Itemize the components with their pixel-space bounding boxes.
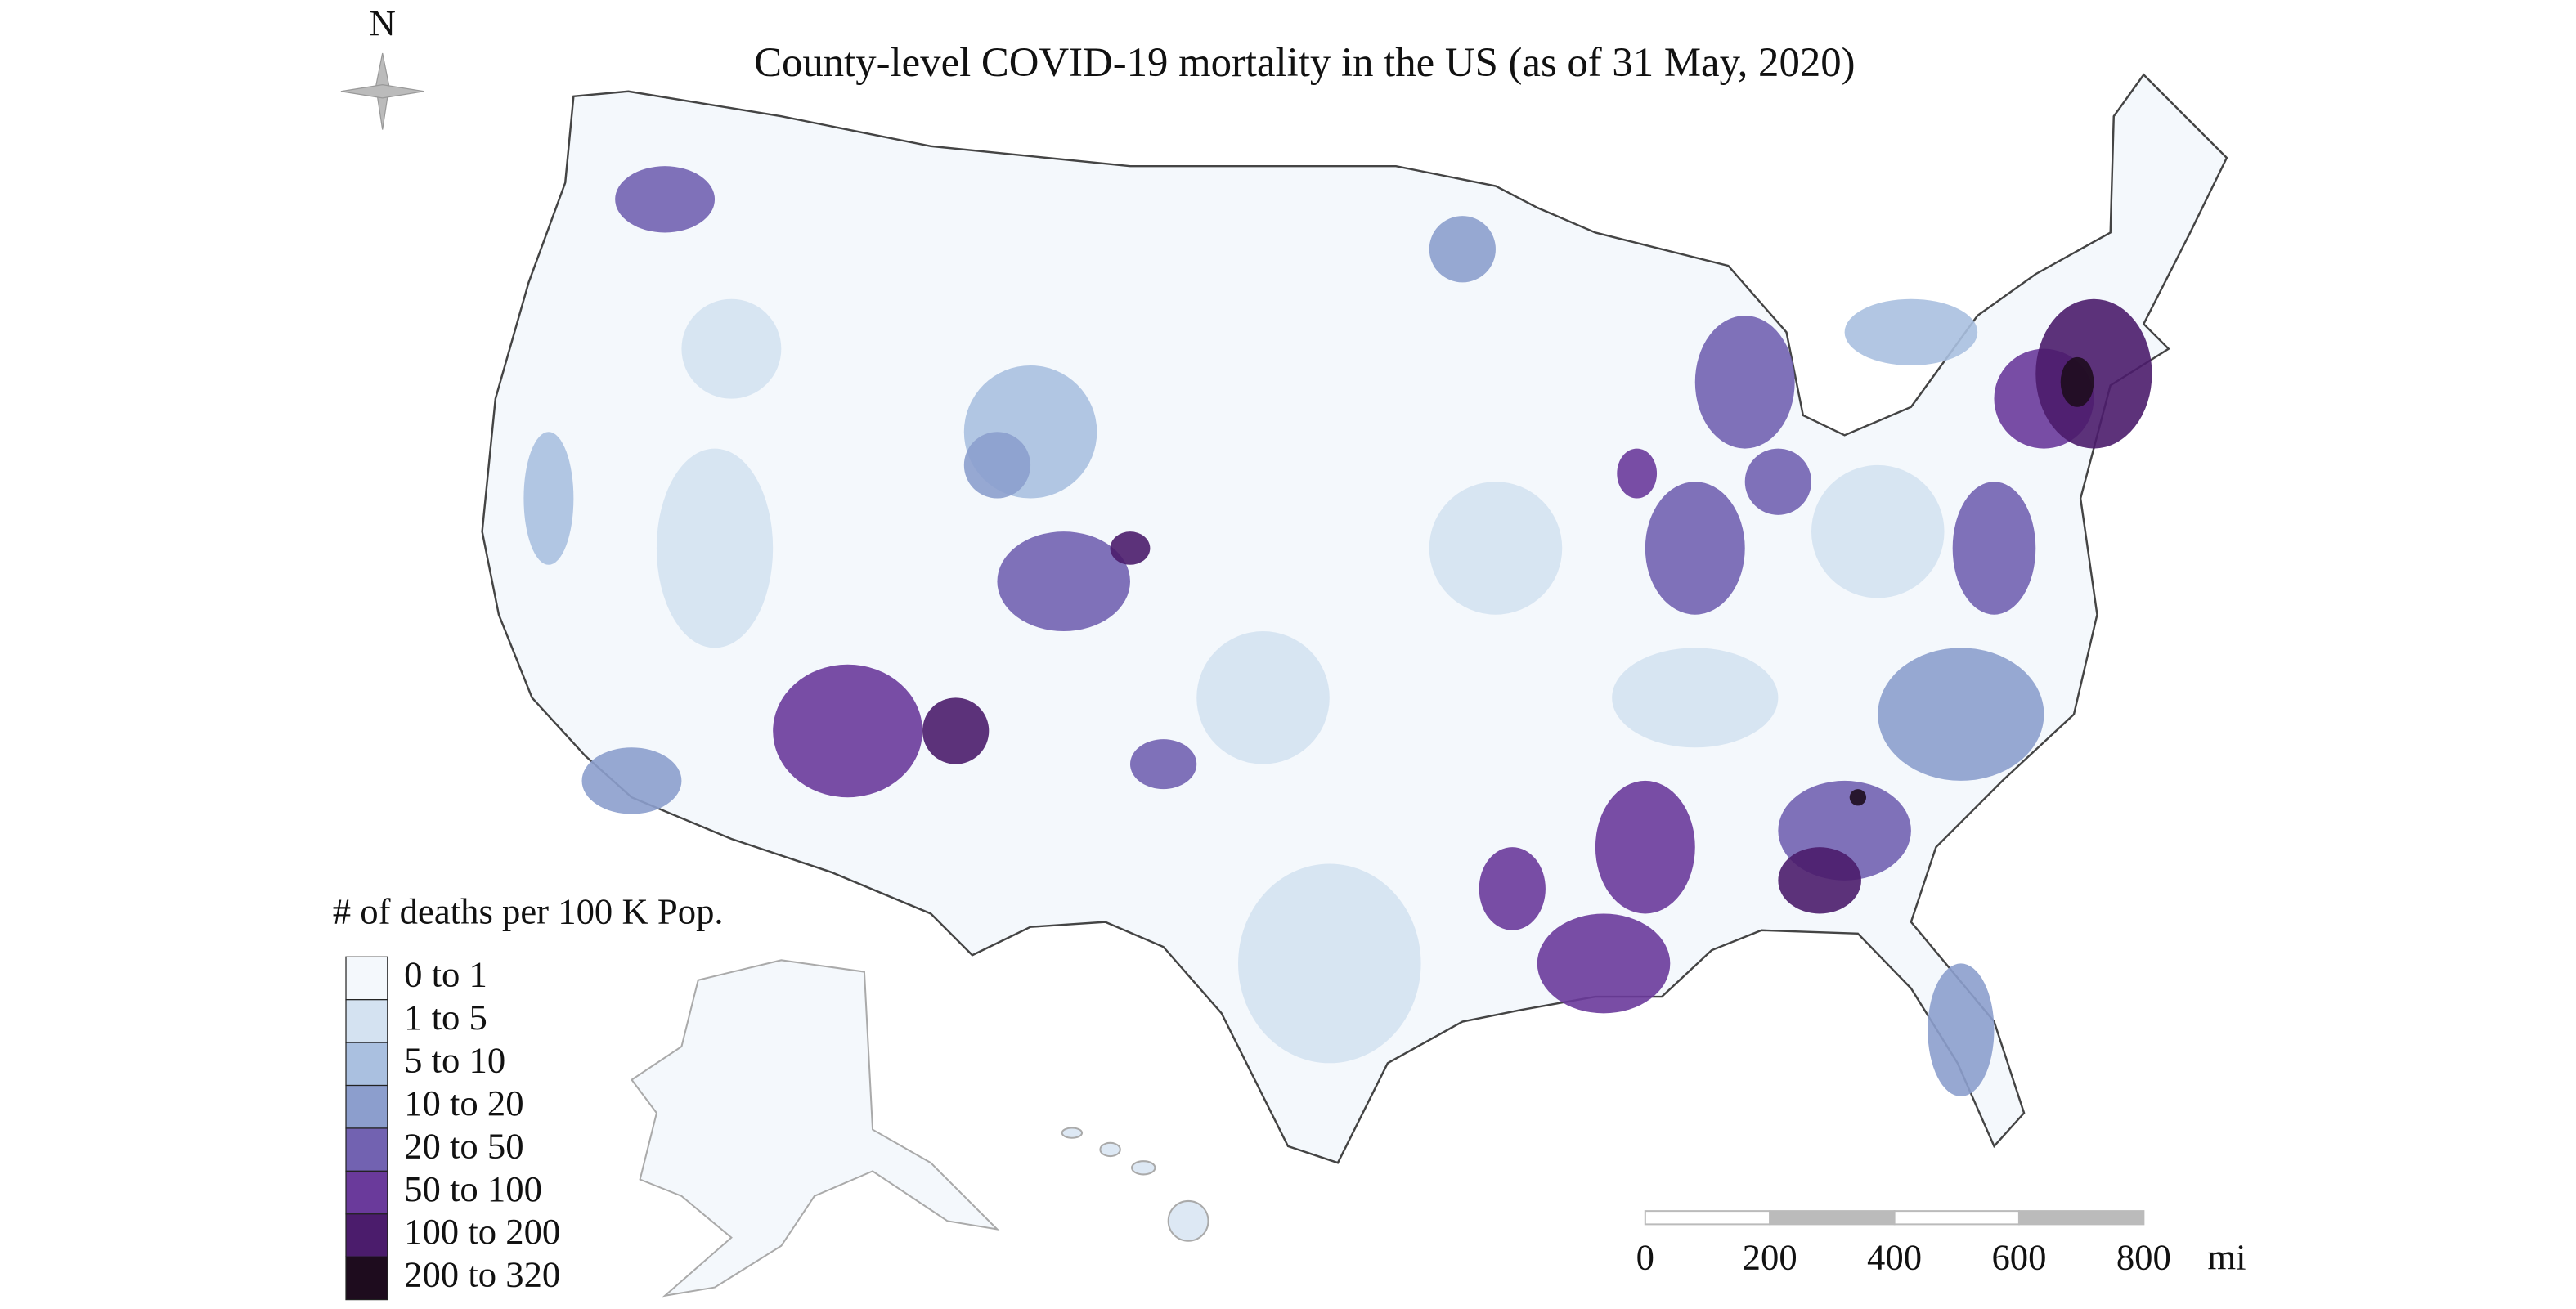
hawaii-island: [1099, 1141, 1121, 1158]
county-cluster: [1429, 482, 1563, 615]
legend-label: 10 to 20: [404, 1083, 523, 1123]
legend-swatch: [345, 1256, 388, 1301]
county-clusters: [523, 166, 2152, 1096]
county-cluster: [1595, 780, 1695, 914]
scale-segment: [2017, 1210, 2145, 1226]
county-cluster: [1844, 298, 1978, 365]
legend-label: 0 to 1: [404, 954, 487, 995]
county-cluster: [523, 432, 574, 565]
county-cluster: [1778, 847, 1861, 914]
county-cluster: [1849, 789, 1867, 806]
scale-label: 200: [1743, 1236, 1797, 1277]
county-cluster: [1196, 631, 1330, 764]
county-cluster: [2035, 298, 2152, 449]
scale-segment: [1644, 1210, 1771, 1226]
compass-rose: [340, 52, 424, 130]
alaska: [631, 959, 1000, 1298]
legend-swatch: [345, 1170, 388, 1215]
county-cluster: [1110, 531, 1151, 565]
legend-label: 5 to 10: [404, 1040, 505, 1081]
scale-unit: mi: [2207, 1236, 2246, 1277]
county-cluster: [1694, 316, 1795, 449]
legend-label: 50 to 100: [404, 1168, 542, 1209]
legend-title: # of deaths per 100 K Pop.: [333, 891, 724, 932]
county-cluster: [1617, 448, 1658, 499]
legend-label: 1 to 5: [404, 997, 487, 1038]
scale-bar: 0 200 400 600 800 mi: [1636, 1210, 2246, 1277]
county-cluster: [1952, 482, 2036, 615]
scale-label: 600: [1991, 1236, 2046, 1277]
scale-segment: [1893, 1210, 2020, 1226]
county-cluster: [2060, 356, 2094, 407]
legend: # of deaths per 100 K Pop. 0 to 11 to 55…: [333, 891, 724, 1301]
legend-swatch: [345, 1084, 388, 1129]
compass-label: N: [370, 2, 396, 43]
hawaii-island: [1167, 1199, 1209, 1242]
scale-label: 400: [1867, 1236, 1922, 1277]
county-cluster: [922, 697, 990, 764]
county-cluster: [1878, 648, 2044, 781]
county-cluster: [1238, 863, 1421, 1064]
compass-needle: [340, 84, 424, 99]
county-cluster: [1537, 913, 1671, 1014]
county-cluster: [681, 298, 782, 399]
county-cluster: [963, 432, 1031, 499]
scale-label: 0: [1636, 1236, 1654, 1277]
legend-label: 20 to 50: [404, 1125, 523, 1166]
legend-label: 200 to 320: [404, 1254, 560, 1295]
legend-swatch: [345, 1042, 388, 1087]
county-cluster: [1811, 464, 1945, 598]
county-cluster: [1129, 739, 1197, 790]
county-cluster: [1744, 448, 1811, 515]
scale-label: 800: [2116, 1236, 2171, 1277]
legend-label: 100 to 200: [404, 1211, 560, 1252]
county-cluster: [581, 747, 682, 814]
legend-swatch: [345, 1127, 388, 1172]
legend-swatch: [345, 999, 388, 1043]
county-cluster: [1928, 963, 1995, 1096]
county-cluster: [656, 448, 774, 648]
county-cluster: [997, 531, 1130, 632]
legend-swatch: [345, 1213, 388, 1257]
county-cluster: [1645, 482, 1745, 615]
county-cluster: [1612, 648, 1779, 748]
county-cluster: [1479, 847, 1546, 930]
legend-swatch: [345, 956, 388, 1001]
scale-segment: [1769, 1210, 1896, 1226]
hawaii-island: [1061, 1127, 1084, 1139]
county-cluster: [1429, 216, 1496, 283]
map-title: County-level COVID-19 mortality in the U…: [754, 39, 1855, 85]
hawaii-island: [1131, 1160, 1156, 1176]
county-cluster: [615, 166, 716, 233]
county-cluster: [773, 664, 923, 798]
